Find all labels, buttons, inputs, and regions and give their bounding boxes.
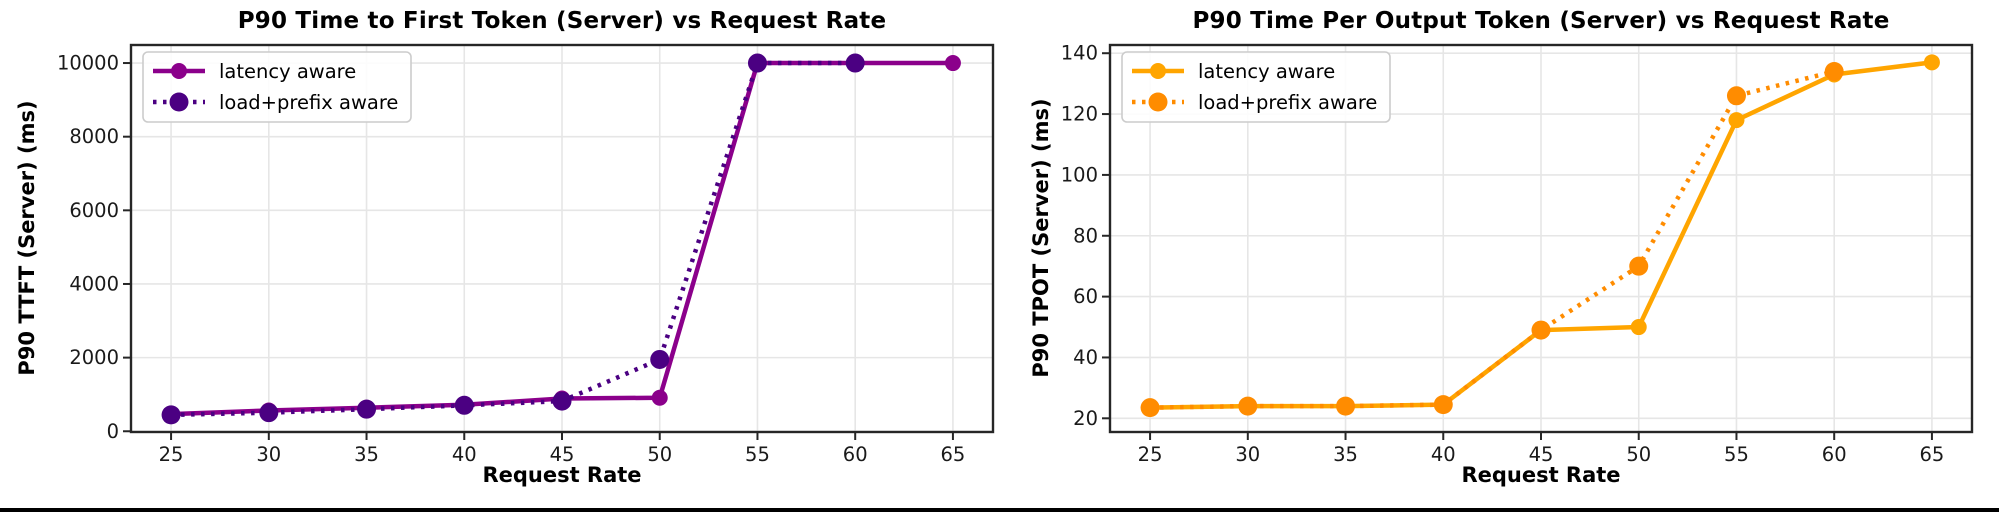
legend: latency aware load+prefix aware xyxy=(1121,51,1391,123)
data-point-marker xyxy=(1923,54,1940,71)
data-point-marker xyxy=(357,399,377,419)
data-point-marker xyxy=(1531,320,1551,340)
x-tick-label: 30 xyxy=(1235,443,1260,466)
x-tick-label: 25 xyxy=(1138,443,1163,466)
data-point-marker xyxy=(1629,256,1649,276)
plot-spines xyxy=(129,43,995,434)
bottom-divider xyxy=(0,508,1999,512)
data-point-marker xyxy=(161,405,181,425)
data-point-marker xyxy=(454,395,474,415)
data-point-marker xyxy=(1728,112,1745,129)
plot-spines xyxy=(1108,43,1974,434)
y-tick-label: 120 xyxy=(1061,103,1098,126)
x-tick-label: 50 xyxy=(647,443,672,466)
data-point-marker xyxy=(747,53,767,73)
y-tick-label: 60 xyxy=(1073,285,1098,308)
x-tick-label: 25 xyxy=(159,443,184,466)
data-point-marker xyxy=(1726,86,1746,106)
y-tick-label: 10000 xyxy=(57,52,119,75)
series-line-load-prefix-aware xyxy=(171,60,856,418)
x-tick-label: 35 xyxy=(1333,443,1358,466)
y-tick-label: 40 xyxy=(1073,346,1098,369)
x-tick-label: 55 xyxy=(745,443,770,466)
x-tick-label: 40 xyxy=(452,443,477,466)
y-tick-label: 0 xyxy=(107,420,119,443)
legend-label: latency aware xyxy=(1198,60,1335,83)
legend-box xyxy=(142,51,412,123)
legend-sample-marker xyxy=(171,63,187,79)
data-point-marker xyxy=(1433,395,1453,415)
y-tick-label: 6000 xyxy=(69,199,119,222)
tpot-chart-plot: 25 30 35 40 45 50 55 60 65 20 40 60 80 100 120 140 laten… xyxy=(1061,42,1974,466)
legend-sample-marker xyxy=(1150,63,1166,79)
x-tick-label: 30 xyxy=(256,443,281,466)
x-tick-label: 45 xyxy=(550,443,575,466)
data-point-marker xyxy=(845,53,865,73)
x-tick-label: 40 xyxy=(1431,443,1456,466)
data-point-marker xyxy=(651,389,668,406)
legend-label: load+prefix aware xyxy=(219,91,398,114)
y-tick-label: 8000 xyxy=(69,125,119,148)
legend-sample-marker xyxy=(169,92,189,112)
data-point-marker xyxy=(1630,319,1647,336)
tpot-x-axis-label: Request Rate xyxy=(1461,463,1621,487)
data-point-marker xyxy=(1336,396,1356,416)
legend-label: load+prefix aware xyxy=(1198,91,1377,114)
x-tick-label: 55 xyxy=(1724,443,1749,466)
x-tick-label: 35 xyxy=(354,443,379,466)
x-tick-label: 50 xyxy=(1626,443,1651,466)
data-point-marker xyxy=(552,391,572,411)
legend-label: latency aware xyxy=(219,60,356,83)
data-point-marker xyxy=(944,55,961,72)
tpot-y-axis-label: P90 TPOT (Server) (ms) xyxy=(1029,98,1053,378)
x-tick-label: 60 xyxy=(843,443,868,466)
x-tick-label: 45 xyxy=(1529,443,1554,466)
y-tick-label: 80 xyxy=(1073,224,1098,247)
y-tick-label: 140 xyxy=(1061,42,1098,65)
axis-ticks: 25 30 35 40 45 50 55 60 65 0 2000 4000 6000 8000 10000 xyxy=(57,52,965,466)
data-point-marker xyxy=(1238,396,1258,416)
ttft-chart-plot: 25 30 35 40 45 50 55 60 65 0 2000 4000 6000 8000 10000… xyxy=(57,43,995,466)
x-tick-label: 60 xyxy=(1822,443,1847,466)
legend: latency aware load+prefix aware xyxy=(142,51,412,123)
y-tick-label: 20 xyxy=(1073,407,1098,430)
ttft-y-axis-label: P90 TTFT (Server) (ms) xyxy=(15,100,39,376)
ttft-x-axis-label: Request Rate xyxy=(482,463,642,487)
data-point-marker xyxy=(1140,398,1160,418)
tpot-chart-title: P90 Time Per Output Token (Server) vs Re… xyxy=(1192,8,1890,34)
y-tick-label: 4000 xyxy=(69,272,119,295)
data-point-marker xyxy=(650,349,670,369)
x-tick-label: 65 xyxy=(1920,443,1945,466)
legend-sample-marker xyxy=(1148,92,1168,112)
axis-ticks: 25 30 35 40 45 50 55 60 65 20 40 60 80 100 120 140 xyxy=(1061,42,1945,466)
legend-box xyxy=(1121,51,1391,123)
data-point-marker xyxy=(259,403,279,423)
y-tick-label: 2000 xyxy=(69,346,119,369)
y-tick-label: 100 xyxy=(1061,163,1098,186)
x-tick-label: 65 xyxy=(941,443,966,466)
ttft-chart-title: P90 Time to First Token (Server) vs Requ… xyxy=(237,8,887,34)
data-point-marker xyxy=(1824,61,1844,81)
